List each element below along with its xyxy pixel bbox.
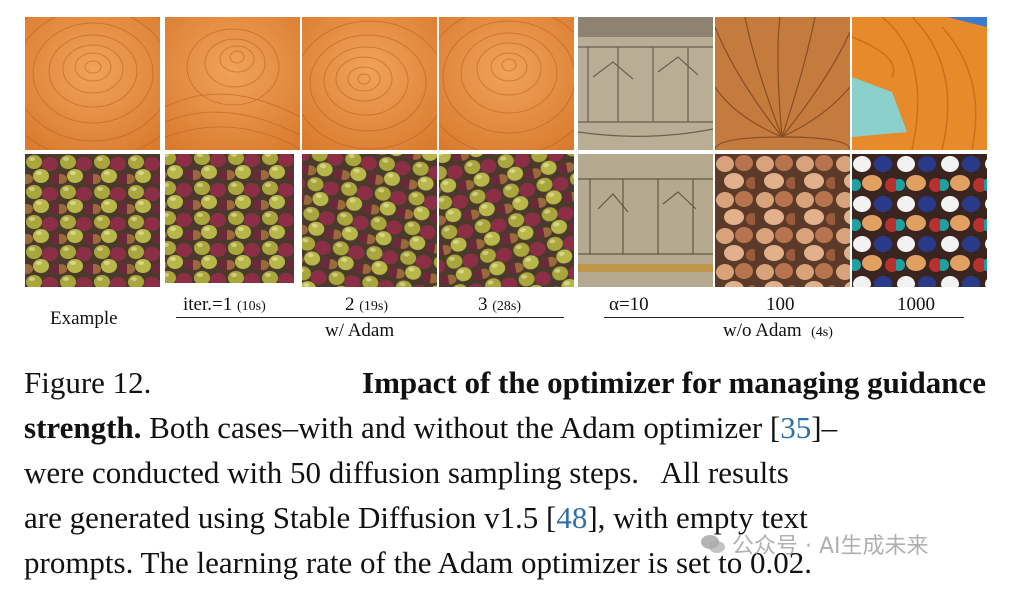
no-adam-alpha1000-wood-image (852, 17, 987, 150)
figure-caption: Figure 12. Impact of the optimizer for m… (24, 360, 986, 585)
no-adam-alpha1000-olives-image (852, 154, 987, 287)
caption-title: Impact of the optimizer for managing gui… (362, 365, 986, 400)
adam-iter1-wood-image (165, 17, 300, 150)
adam-iter3-wood-image (439, 17, 574, 150)
no-adam-alpha100-olives-image (715, 154, 850, 287)
caption-title-end: strength. (24, 410, 142, 445)
no-adam-alpha1000-label: 1000 (897, 294, 935, 315)
adam-iter2-wood-image (302, 17, 437, 150)
without-adam-group-label: w/o Adam (4s) (723, 320, 833, 341)
adam-iter3-olives-image (439, 154, 574, 287)
without-adam-bracket-line (604, 317, 964, 319)
adam-iter1-label: iter.=1 (10s) (183, 294, 266, 315)
caption-line-1: Figure 12. Impact of the optimizer for m… (24, 360, 986, 405)
example-wood-image (25, 17, 160, 150)
caption-line-3: were conducted with 50 diffusion samplin… (24, 455, 789, 490)
adam-iter2-label: 2 (19s) (345, 294, 389, 315)
example-olives-image (25, 154, 160, 287)
figure-number: Figure 12. (24, 365, 152, 400)
example-label: Example (50, 308, 118, 329)
no-adam-alpha100-label: 100 (766, 294, 795, 315)
with-adam-bracket-line (176, 317, 564, 319)
caption-line-5: prompts. The learning rate of the Adam o… (24, 545, 813, 580)
adam-iter1-olives-image (165, 154, 300, 287)
no-adam-alpha10-olives-image (578, 154, 713, 287)
no-adam-alpha100-wood-image (715, 17, 850, 150)
no-adam-alpha10-label: α=10 (609, 294, 649, 315)
reference-link-48[interactable]: 48 (556, 500, 588, 535)
adam-iter3-label: 3 (28s) (478, 294, 522, 315)
no-adam-alpha10-wood-image (578, 17, 713, 150)
watermark-text: 公众号 · AI生成未来 (732, 534, 929, 559)
reference-link-35[interactable]: 35 (780, 410, 812, 445)
watermark: 公众号 · AI生成未来 (700, 528, 929, 560)
caption-line-2: strength. Both cases–with and without th… (24, 410, 838, 445)
wechat-icon (701, 535, 725, 553)
adam-iter2-olives-image (302, 154, 437, 287)
with-adam-group-label: w/ Adam (325, 320, 395, 341)
caption-line-4: are generated using Stable Diffusion v1.… (24, 500, 808, 535)
